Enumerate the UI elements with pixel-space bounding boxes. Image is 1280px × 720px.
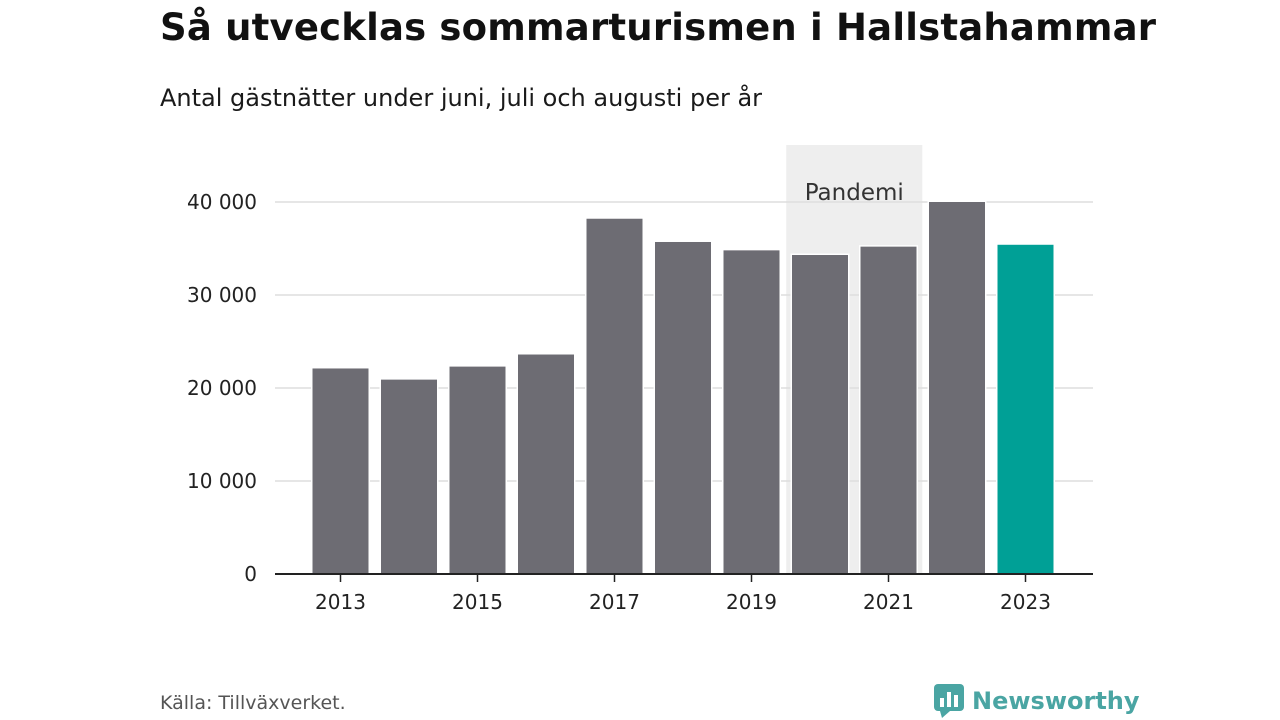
bar-2013 [312,368,369,574]
source-note: Källa: Tillväxverket. [160,692,346,714]
x-tick-label: 2023 [1000,590,1051,614]
x-tick-label: 2015 [452,590,503,614]
bar-2015 [449,366,506,574]
x-tick-label: 2017 [589,590,640,614]
chart-subtitle: Antal gästnätter under juni, juli och au… [160,84,763,112]
bar-2020 [792,255,848,574]
y-tick-label: 20 000 [187,376,257,400]
x-tick-label: 2013 [315,590,366,614]
y-tick-label: 10 000 [187,469,257,493]
bar-2021 [860,246,917,574]
bar-2018 [655,241,711,575]
bar-2023 [997,244,1054,574]
y-tick-label: 0 [244,562,257,586]
bar-2014 [381,379,437,574]
bar-2019 [723,250,780,575]
axis-layer [275,573,1093,582]
newsworthy-logo-icon [934,684,964,718]
bar-2022 [929,202,985,574]
y-tick-label: 40 000 [187,190,257,214]
x-tick-label: 2021 [863,590,914,614]
chart-title: Så utvecklas sommarturismen i Hallstaham… [160,6,1157,49]
y-tick-label: 30 000 [187,283,257,307]
bar-2016 [518,354,574,574]
brand-logo: Newsworthy [934,684,1140,718]
bar-2017 [586,218,643,575]
brand-name: Newsworthy [972,687,1140,715]
label-layer: 0 10 000 20 000 30 000 40 000 2013 2015 2017 201… [187,190,1051,614]
bar-layer [311,200,1055,575]
x-tick-label: 2019 [726,590,777,614]
